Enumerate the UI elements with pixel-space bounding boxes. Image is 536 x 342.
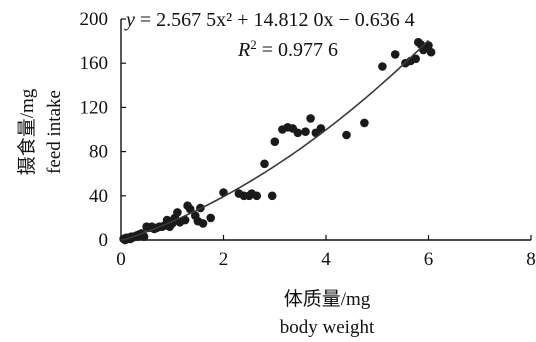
data-point bbox=[342, 130, 351, 140]
data-point bbox=[360, 118, 369, 128]
x-tick-label: 0 bbox=[116, 249, 126, 270]
r-squared: R2 = 0.977 6 bbox=[237, 37, 338, 62]
x-axis-title: 体质量/mg bbox=[284, 288, 371, 310]
data-point bbox=[316, 124, 326, 133]
data-points bbox=[119, 37, 436, 245]
y-tick-label: 160 bbox=[80, 53, 109, 74]
data-point bbox=[301, 127, 310, 136]
y-axis-title: 摄食量/mg bbox=[16, 88, 38, 175]
data-point bbox=[293, 128, 303, 138]
x-axis-title-en: body weight bbox=[280, 317, 375, 338]
data-point bbox=[270, 137, 280, 146]
y-axis-title-en: feed intake bbox=[44, 90, 65, 174]
data-point bbox=[267, 191, 277, 201]
data-point bbox=[411, 54, 421, 64]
r-squared-value: = 0.977 6 bbox=[257, 39, 338, 61]
data-point bbox=[206, 213, 215, 223]
y-tick-label: 40 bbox=[89, 186, 108, 207]
r-squared-symbol: R bbox=[237, 39, 250, 61]
x-tick-label: 6 bbox=[424, 249, 434, 270]
data-point bbox=[306, 114, 315, 123]
data-point bbox=[252, 191, 262, 201]
data-point bbox=[390, 50, 400, 59]
fit-curve bbox=[120, 39, 430, 241]
data-point bbox=[173, 208, 182, 217]
data-point bbox=[426, 47, 436, 57]
data-point bbox=[180, 215, 190, 225]
x-tick-label: 2 bbox=[219, 249, 229, 270]
r-squared-exponent: 2 bbox=[250, 37, 257, 52]
data-point bbox=[198, 219, 208, 228]
y-tick-label: 80 bbox=[89, 142, 108, 163]
x-tick-label: 4 bbox=[321, 249, 331, 270]
equation-y: y bbox=[124, 9, 135, 31]
y-tick-label: 200 bbox=[80, 9, 109, 30]
data-point bbox=[185, 204, 195, 214]
y-tick-label: 120 bbox=[80, 97, 109, 118]
x-tick-label: 8 bbox=[526, 249, 536, 270]
data-point bbox=[139, 232, 149, 241]
y-tick-label: 0 bbox=[99, 230, 109, 251]
data-point bbox=[260, 159, 269, 169]
regression-equation: y = 2.567 5x² + 14.812 0x − 0.636 4 bbox=[124, 9, 415, 31]
data-point bbox=[378, 62, 387, 71]
equation-rhs: = 2.567 5x² + 14.812 0x − 0.636 4 bbox=[135, 9, 415, 31]
